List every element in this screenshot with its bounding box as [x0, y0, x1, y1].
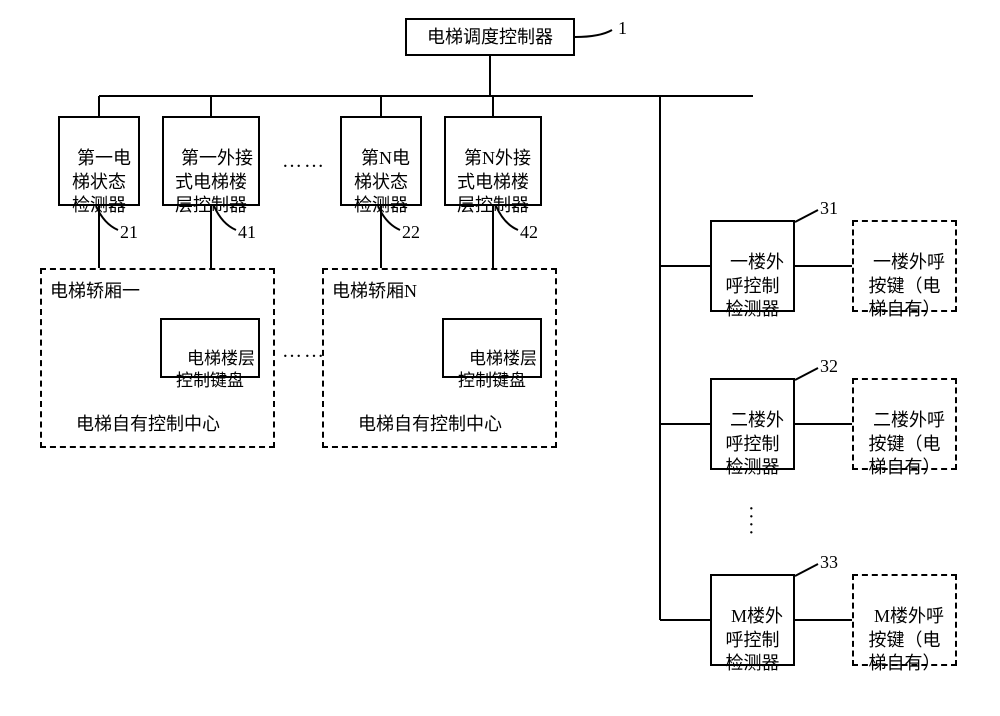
floor1-button-label: 一楼外呼 按键（电 梯自有）: [869, 252, 946, 319]
ref-31: 31: [820, 198, 838, 219]
floor1-button: 一楼外呼 按键（电 梯自有）: [852, 220, 957, 312]
ref-21: 21: [120, 222, 138, 243]
ref-32: 32: [820, 356, 838, 377]
floor1-detector-label: 一楼外 呼控制 检测器: [726, 252, 785, 319]
nN-floor-label: 第N外接 式电梯楼 层控制器: [457, 148, 531, 215]
cabin-right-title: 电梯轿厢N: [332, 280, 417, 303]
nN-state-label: 第N电 梯状态 检测器: [354, 148, 410, 215]
ref-22: 22: [402, 222, 420, 243]
floor2-detector-label: 二楼外 呼控制 检测器: [726, 410, 785, 477]
n1-state-box: 第一电 梯状态 检测器: [58, 116, 140, 206]
nN-floor-box: 第N外接 式电梯楼 层控制器: [444, 116, 542, 206]
cabins-ellipsis: ……: [282, 340, 326, 363]
trunk-vdots: ····: [748, 505, 754, 537]
floorM-detector: M楼外 呼控制 检测器: [710, 574, 795, 666]
n1-floor-box: 第一外接 式电梯楼 层控制器: [162, 116, 260, 206]
cabin-left-keypad-label: 电梯楼层 控制键盘: [176, 349, 255, 390]
cabin-left-title: 电梯轿厢一: [50, 280, 140, 303]
n1-floor-label: 第一外接 式电梯楼 层控制器: [175, 148, 253, 215]
floor2-detector: 二楼外 呼控制 检测器: [710, 378, 795, 470]
floorM-button-label: M楼外呼 按键（电 梯自有）: [869, 606, 945, 673]
ref-33: 33: [820, 552, 838, 573]
ref-root: 1: [618, 18, 627, 39]
cabin-right-keypad-label: 电梯楼层 控制键盘: [458, 349, 537, 390]
n1-state-label: 第一电 梯状态 检测器: [72, 148, 131, 215]
ref-42: 42: [520, 222, 538, 243]
cabin-right: 电梯轿厢N 电梯楼层 控制键盘 电梯自有控制中心: [322, 268, 557, 448]
root-label: 电梯调度控制器: [427, 27, 553, 47]
cabin-right-keypad: 电梯楼层 控制键盘: [442, 318, 542, 378]
row2-ellipsis: ……: [282, 150, 326, 173]
nN-state-box: 第N电 梯状态 检测器: [340, 116, 422, 206]
floorM-button: M楼外呼 按键（电 梯自有）: [852, 574, 957, 666]
cabin-right-center: 电梯自有控制中心: [358, 413, 502, 436]
floor1-detector: 一楼外 呼控制 检测器: [710, 220, 795, 312]
floor2-button-label: 二楼外呼 按键（电 梯自有）: [869, 410, 946, 477]
ref-41: 41: [238, 222, 256, 243]
cabin-left-center: 电梯自有控制中心: [76, 413, 220, 436]
cabin-left: 电梯轿厢一 电梯楼层 控制键盘 电梯自有控制中心: [40, 268, 275, 448]
root-box: 电梯调度控制器: [405, 18, 575, 56]
cabin-left-keypad: 电梯楼层 控制键盘: [160, 318, 260, 378]
floor2-button: 二楼外呼 按键（电 梯自有）: [852, 378, 957, 470]
floorM-detector-label: M楼外 呼控制 检测器: [726, 606, 784, 673]
